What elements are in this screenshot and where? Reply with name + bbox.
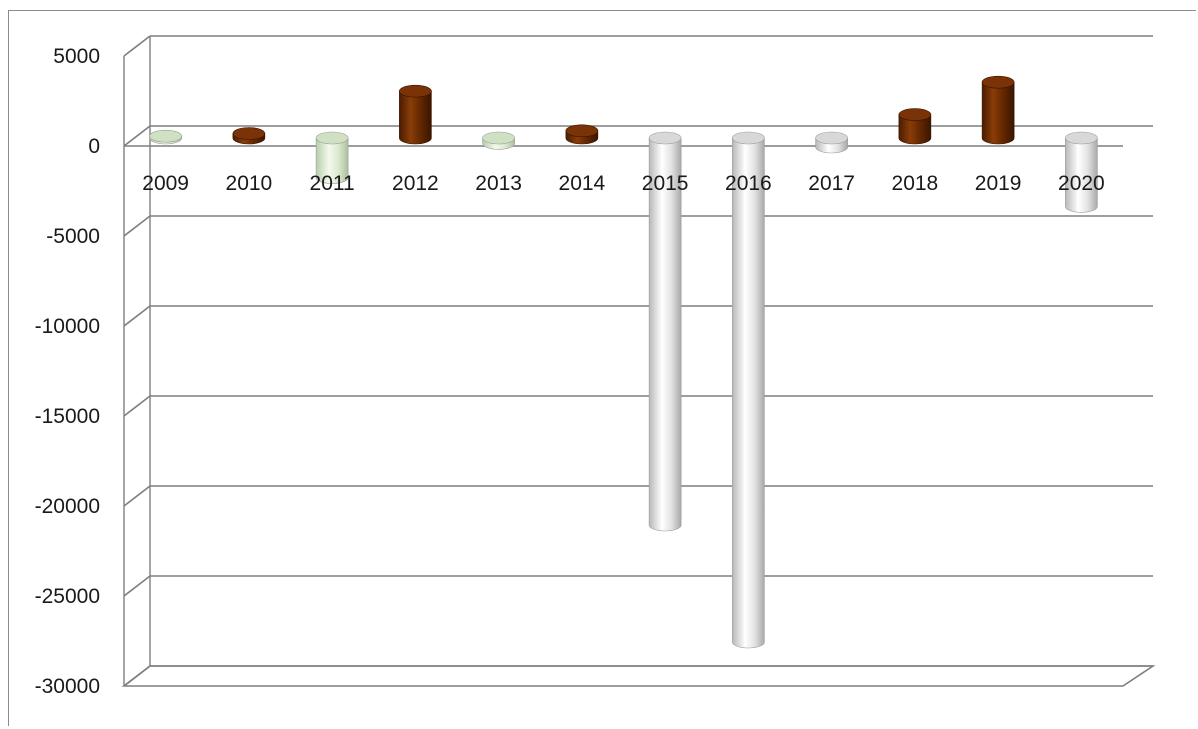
x-tick-label: 2013 bbox=[475, 172, 522, 195]
x-tick-label: 2015 bbox=[642, 172, 689, 195]
x-tick-label: 2010 bbox=[226, 172, 273, 195]
bar-cap bbox=[898, 108, 932, 121]
bar-body bbox=[1065, 137, 1098, 213]
x-tick-label: 2018 bbox=[892, 172, 939, 195]
gridline-side bbox=[123, 215, 151, 237]
y-axis-tick-labels: 5000 0 -5000 -10000 -15000 -20000 -25000 -30000 bbox=[35, 45, 100, 698]
gridline-side bbox=[123, 485, 151, 507]
bar-2012 bbox=[399, 84, 432, 145]
x-tick-label: 2020 bbox=[1058, 172, 1105, 195]
x-tick-label: 2009 bbox=[142, 172, 189, 195]
bar-cap bbox=[232, 127, 266, 140]
gridline-side bbox=[123, 125, 151, 147]
x-tick-label: 2016 bbox=[725, 172, 772, 195]
y-tick-label: -5000 bbox=[46, 225, 100, 248]
y-tick-label: -20000 bbox=[35, 495, 100, 518]
bar-cap bbox=[648, 131, 682, 145]
gridline-side bbox=[123, 305, 151, 327]
bar-2013 bbox=[482, 131, 515, 150]
bar-2019 bbox=[981, 75, 1015, 145]
bar-2016 bbox=[732, 131, 765, 649]
bars bbox=[149, 75, 1098, 649]
x-tick-label: 2019 bbox=[975, 172, 1022, 195]
x-tick-label: 2012 bbox=[392, 172, 439, 195]
bar-body bbox=[315, 137, 349, 184]
bar-2014 bbox=[565, 124, 599, 145]
bar-cap bbox=[315, 131, 349, 145]
y-tick-label: -10000 bbox=[35, 315, 100, 338]
y-tick-label: -30000 bbox=[35, 675, 100, 698]
bar-2009 bbox=[149, 129, 182, 145]
bar-cap bbox=[482, 131, 515, 145]
y-tick-label: -15000 bbox=[35, 405, 100, 428]
bar-body bbox=[981, 81, 1015, 145]
gridline-side bbox=[123, 575, 151, 597]
chart-frame bbox=[8, 10, 1196, 726]
bar-cap bbox=[815, 131, 848, 145]
bar-2010 bbox=[232, 127, 266, 145]
gridline-side bbox=[123, 35, 151, 57]
bar-2017 bbox=[815, 131, 848, 154]
bar-2011 bbox=[315, 131, 349, 184]
x-tick-label: 2014 bbox=[559, 172, 606, 195]
x-tick-label: 2017 bbox=[808, 172, 855, 195]
bar-2018 bbox=[898, 108, 932, 145]
x-tick-label: 2011 bbox=[310, 172, 355, 195]
bar-body bbox=[399, 90, 432, 145]
bar-2020 bbox=[1065, 131, 1098, 213]
bar-cap bbox=[399, 84, 432, 98]
bar-cap bbox=[981, 75, 1015, 89]
gridline-side bbox=[123, 395, 151, 417]
chart-floor bbox=[121, 665, 1156, 687]
bar-body bbox=[648, 137, 682, 532]
bar-cap bbox=[1065, 131, 1098, 145]
bar-body bbox=[732, 137, 765, 649]
y-tick-label: 0 bbox=[88, 135, 100, 158]
bar-cap bbox=[732, 131, 765, 145]
bar-body bbox=[898, 114, 932, 145]
y-tick-label: 5000 bbox=[53, 45, 100, 68]
bar-cap bbox=[565, 124, 599, 138]
bar-cap bbox=[149, 129, 182, 143]
y-tick-label: -25000 bbox=[35, 585, 100, 608]
bar-2015 bbox=[648, 131, 682, 532]
x-axis-tick-labels: 2009 2010 2011 2012 2013 2014 2015 2016 2017 2018… bbox=[142, 172, 1104, 195]
